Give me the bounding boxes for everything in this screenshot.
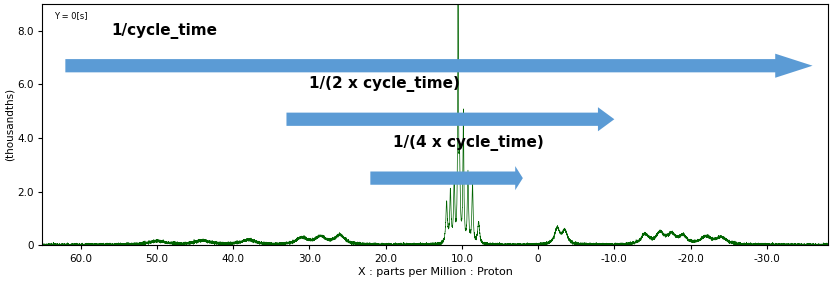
- FancyArrow shape: [370, 166, 522, 190]
- Text: Y = 0[s]: Y = 0[s]: [54, 11, 87, 20]
- Text: 1/cycle_time: 1/cycle_time: [111, 23, 217, 39]
- Text: 1/(2 x cycle_time): 1/(2 x cycle_time): [310, 76, 460, 92]
- Text: 1/(4 x cycle_time): 1/(4 x cycle_time): [394, 135, 544, 151]
- X-axis label: X : parts per Million : Proton: X : parts per Million : Proton: [358, 267, 513, 277]
- FancyArrow shape: [286, 107, 614, 131]
- Y-axis label: (thousandths): (thousandths): [4, 88, 14, 161]
- FancyArrow shape: [66, 54, 813, 78]
